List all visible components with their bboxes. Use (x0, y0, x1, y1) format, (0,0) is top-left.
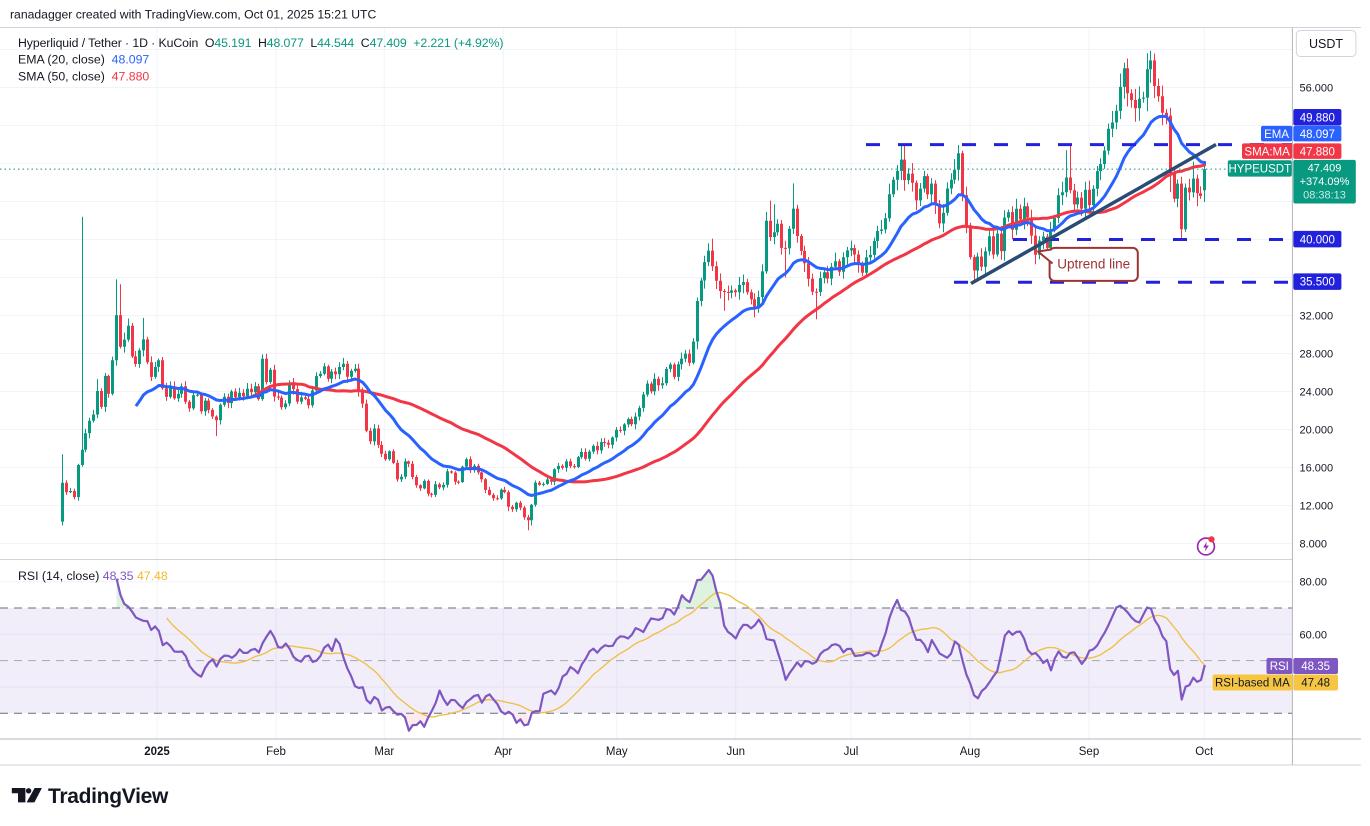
svg-text:USDT: USDT (1309, 37, 1343, 51)
svg-text:80.00: 80.00 (1300, 577, 1328, 589)
svg-text:8.000: 8.000 (1300, 539, 1328, 551)
svg-text:49.880: 49.880 (1300, 112, 1335, 124)
svg-text:20.000: 20.000 (1300, 425, 1334, 437)
svg-text:SMA (50, close) 47.880: SMA (50, close) 47.880 (18, 70, 149, 84)
svg-text:Oct: Oct (1195, 746, 1214, 758)
svg-text:47.409: 47.409 (1308, 163, 1342, 175)
svg-text:24.000: 24.000 (1300, 387, 1334, 399)
svg-text:12.000: 12.000 (1300, 501, 1334, 513)
svg-text:47.880: 47.880 (1300, 146, 1335, 158)
svg-text:EMA (20, close) 48.097: EMA (20, close) 48.097 (18, 53, 149, 67)
svg-text:47.48: 47.48 (1301, 678, 1330, 690)
svg-text:Sep: Sep (1079, 746, 1099, 758)
svg-text:40.000: 40.000 (1300, 234, 1335, 246)
svg-text:48.097: 48.097 (1300, 129, 1335, 141)
svg-text:EMA: EMA (1264, 129, 1289, 141)
svg-text:Mar: Mar (374, 746, 394, 758)
svg-text:Aug: Aug (960, 746, 980, 758)
svg-text:2025: 2025 (144, 746, 170, 758)
svg-text:35.500: 35.500 (1300, 277, 1335, 289)
svg-text:+374.09%: +374.09% (1300, 176, 1350, 188)
svg-text:Feb: Feb (266, 746, 286, 758)
svg-text:RSI: RSI (1270, 661, 1289, 673)
svg-text:Uptrend line: Uptrend line (1057, 257, 1130, 272)
svg-text:Jun: Jun (727, 746, 746, 758)
svg-text:Jul: Jul (844, 746, 859, 758)
svg-text:TradingView: TradingView (48, 785, 169, 808)
svg-text:56.000: 56.000 (1300, 83, 1334, 95)
svg-text:RSI-based MA: RSI-based MA (1215, 678, 1290, 690)
svg-text:32.000: 32.000 (1300, 311, 1334, 323)
svg-text:SMA:MA: SMA:MA (1244, 146, 1290, 158)
svg-text:16.000: 16.000 (1300, 463, 1334, 475)
svg-text:ranadagger created with Tradin: ranadagger created with TradingView.com,… (10, 8, 376, 22)
svg-text:HYPEUSDT: HYPEUSDT (1228, 164, 1291, 176)
svg-text:May: May (606, 746, 628, 758)
svg-text:Hyperliquid / Tether · 1D · Ku: Hyperliquid / Tether · 1D · KuCoin O45.1… (18, 36, 503, 50)
svg-text:48.35: 48.35 (1301, 661, 1330, 673)
svg-text:RSI (14, close) 48.35 47.48: RSI (14, close) 48.35 47.48 (18, 569, 168, 583)
svg-text:28.000: 28.000 (1300, 349, 1334, 361)
svg-text:08:38:13: 08:38:13 (1303, 189, 1346, 201)
svg-text:Apr: Apr (494, 746, 512, 758)
svg-text:60.00: 60.00 (1300, 629, 1328, 641)
